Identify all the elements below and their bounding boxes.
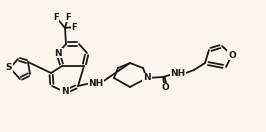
Text: F: F bbox=[65, 13, 71, 22]
Text: O: O bbox=[161, 84, 169, 93]
Text: S: S bbox=[6, 63, 12, 72]
Text: O: O bbox=[228, 51, 236, 60]
Text: N: N bbox=[143, 74, 151, 82]
Text: NH: NH bbox=[88, 79, 104, 88]
Text: N: N bbox=[54, 48, 62, 58]
Text: NH: NH bbox=[171, 70, 186, 79]
Text: F: F bbox=[53, 13, 59, 22]
Text: N: N bbox=[61, 88, 69, 96]
Text: F: F bbox=[71, 22, 77, 32]
